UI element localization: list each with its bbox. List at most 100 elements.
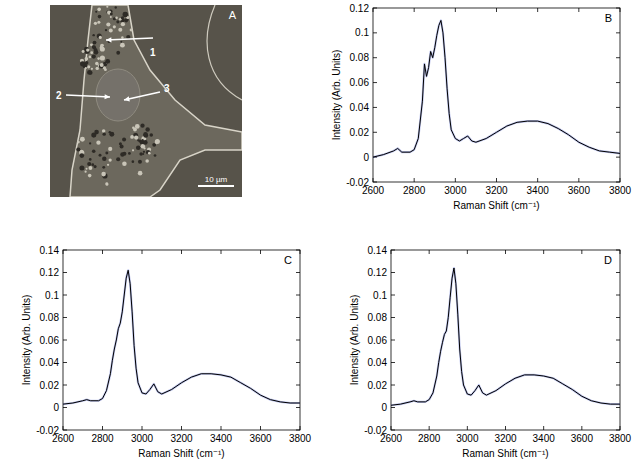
x-axis-title: Raman Shift (cm⁻¹) — [138, 448, 224, 459]
y-tick — [373, 32, 377, 33]
x-tick — [620, 178, 621, 182]
chart-panel: 2600280030003200340036003800-0.0200.020.… — [331, 3, 632, 212]
y-tick-right — [616, 407, 620, 408]
x-tick — [102, 426, 103, 430]
y-tick-label: 0.02 — [40, 380, 60, 391]
x-tick-top — [505, 250, 506, 254]
y-tick-right — [616, 82, 620, 83]
arrow-head — [106, 37, 112, 42]
granule — [93, 41, 97, 45]
granule — [88, 174, 92, 178]
cell-body — [70, 5, 242, 197]
y-tick — [63, 430, 67, 431]
y-tick-right — [616, 182, 620, 183]
granule — [134, 135, 138, 139]
granule — [118, 28, 122, 32]
granule — [109, 28, 113, 32]
y-tick-right — [296, 272, 300, 273]
x-tick-top — [142, 250, 143, 254]
granule — [149, 133, 153, 137]
y-tick-right — [616, 295, 620, 296]
granule — [143, 140, 148, 145]
y-tick-right — [616, 107, 620, 108]
y-tick-right — [616, 385, 620, 386]
spectrum-line — [373, 20, 620, 157]
granule — [95, 11, 97, 13]
granule — [154, 154, 157, 157]
granule — [95, 67, 98, 70]
y-tick-right — [616, 272, 620, 273]
y-tick-label: 0.04 — [350, 102, 370, 113]
granule — [132, 160, 135, 163]
arrow-shaft — [124, 92, 160, 100]
nucleus — [96, 69, 140, 121]
granule — [143, 151, 145, 153]
granule — [123, 12, 128, 17]
x-tick-label: 3000 — [444, 185, 467, 196]
spectrum-spread — [391, 268, 620, 405]
x-tick-top — [373, 8, 374, 12]
granule — [79, 153, 84, 158]
arrow-label: 3 — [164, 83, 170, 94]
granule — [113, 25, 116, 28]
granule — [99, 36, 102, 39]
panel-letter: C — [284, 254, 292, 266]
y-tick — [391, 295, 395, 296]
granule — [105, 59, 110, 64]
granule — [92, 149, 96, 153]
granule — [128, 152, 131, 155]
granule — [97, 21, 100, 24]
y-tick-label: 0.08 — [350, 52, 370, 63]
granule — [100, 63, 104, 67]
x-tick-top — [429, 250, 430, 254]
x-tick — [142, 426, 143, 430]
granule — [119, 142, 122, 145]
y-tick-label: 0 — [53, 402, 59, 413]
y-tick-label: 0.12 — [350, 3, 370, 14]
x-tick — [467, 426, 468, 430]
image-background — [50, 5, 242, 197]
granule — [87, 65, 90, 68]
y-tick-right — [296, 340, 300, 341]
granule — [116, 20, 119, 23]
x-tick — [181, 426, 182, 430]
granule — [89, 142, 91, 144]
x-tick — [505, 426, 506, 430]
granule — [92, 54, 96, 58]
x-tick-label: 3400 — [527, 185, 550, 196]
granule — [97, 57, 100, 60]
y-tick — [373, 82, 377, 83]
granule — [95, 62, 99, 66]
x-tick-top — [496, 8, 497, 12]
granule — [94, 22, 97, 25]
granule — [77, 141, 80, 144]
y-tick-label: 0 — [381, 402, 387, 413]
y-tick — [63, 340, 67, 341]
granule — [87, 70, 92, 75]
granule — [88, 166, 92, 170]
granule — [105, 183, 108, 186]
y-tick-label: 0.1 — [45, 290, 59, 301]
y-tick-label: 0.14 — [368, 245, 388, 256]
y-tick-label: 0.06 — [40, 335, 60, 346]
x-tick-top — [260, 250, 261, 254]
y-tick-label: 0.04 — [40, 357, 60, 368]
granule — [132, 149, 134, 151]
granule — [79, 165, 84, 170]
granule — [110, 16, 112, 18]
granule — [107, 164, 109, 166]
y-tick — [373, 107, 377, 108]
y-tick-label: 0.02 — [350, 127, 370, 138]
spectrum-line — [391, 268, 620, 405]
y-tick-label: 0.12 — [368, 267, 388, 278]
granule — [138, 171, 143, 176]
granule — [110, 12, 113, 15]
y-tick-right — [616, 317, 620, 318]
y-tick — [373, 57, 377, 58]
granule — [90, 51, 93, 54]
plot-frame — [391, 250, 620, 430]
x-tick — [221, 426, 222, 430]
granule — [145, 159, 149, 163]
arrow-label: 2 — [56, 90, 62, 101]
plot-frame — [373, 8, 620, 182]
